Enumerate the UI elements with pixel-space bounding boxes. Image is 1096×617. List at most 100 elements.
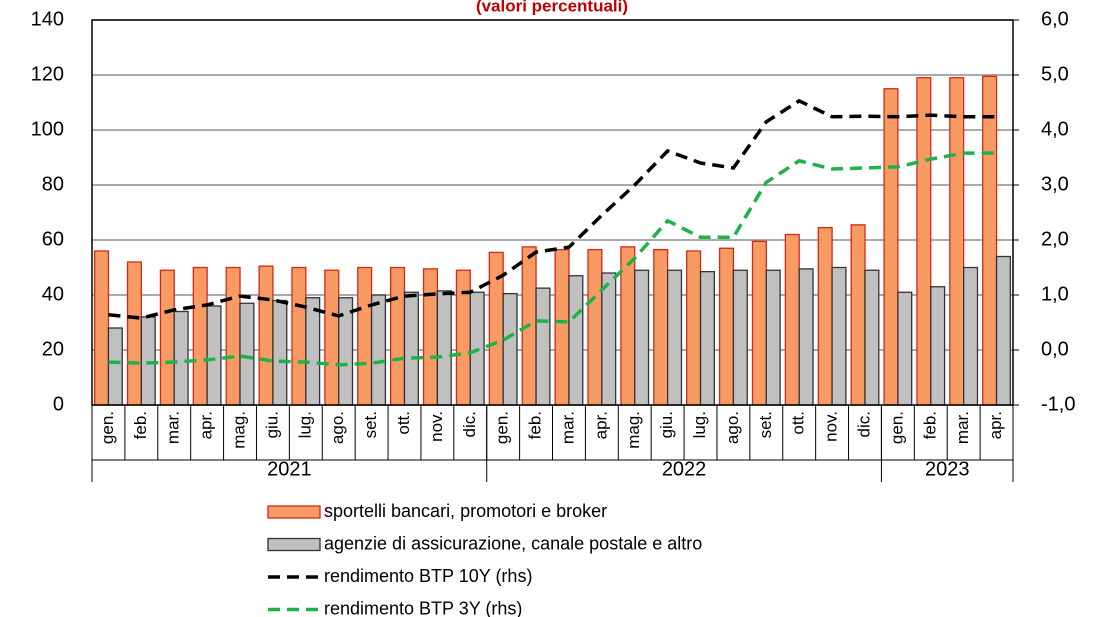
bar bbox=[239, 302, 255, 406]
x-tick-label: nov. bbox=[822, 411, 841, 442]
x-tick-label: mar. bbox=[558, 411, 577, 444]
bar bbox=[403, 291, 419, 406]
y-tick-label: 0 bbox=[53, 393, 64, 415]
year-label: 2021 bbox=[267, 458, 312, 480]
y2-tick-label: 3,0 bbox=[1041, 173, 1069, 195]
chart-title: (valori percentuali) bbox=[476, 0, 628, 15]
bar bbox=[422, 268, 439, 406]
x-tick-label: apr. bbox=[197, 411, 216, 439]
bar bbox=[324, 269, 340, 406]
y2-tick-label: 4,0 bbox=[1041, 118, 1069, 140]
bar bbox=[831, 266, 847, 406]
y-tick-label: 40 bbox=[42, 283, 64, 305]
x-tick-label: feb. bbox=[920, 411, 939, 439]
line bbox=[108, 98, 997, 320]
y-tick-label: 100 bbox=[31, 118, 64, 140]
bar bbox=[272, 299, 288, 406]
x-tick-label: set. bbox=[756, 411, 775, 438]
y-tick-label: 80 bbox=[42, 173, 64, 195]
y2-tick-label: -1,0 bbox=[1041, 393, 1075, 415]
year-label: 2023 bbox=[925, 458, 970, 480]
bar bbox=[601, 272, 617, 406]
bar bbox=[916, 77, 932, 406]
x-tick-label: feb. bbox=[526, 411, 545, 439]
y-tick-label: 140 bbox=[31, 8, 64, 30]
bar bbox=[930, 286, 946, 406]
x-tick-label: lug. bbox=[295, 411, 314, 438]
y2-tick-label: 0,0 bbox=[1041, 338, 1069, 360]
legend-label: sportelli bancari, promotori e broker bbox=[324, 501, 607, 521]
bar bbox=[784, 233, 800, 406]
legend-label: agenzie di assicurazione, canale postale… bbox=[324, 533, 702, 553]
x-tick-label: apr. bbox=[986, 411, 1005, 439]
bar bbox=[686, 250, 702, 406]
x-tick-label: ago. bbox=[328, 411, 347, 444]
bar bbox=[357, 266, 373, 406]
bar bbox=[864, 269, 880, 406]
bar bbox=[653, 248, 669, 406]
y2-tick-label: 1,0 bbox=[1041, 283, 1069, 305]
x-tick-label: mar. bbox=[164, 411, 183, 444]
bar bbox=[587, 248, 603, 406]
year-label: 2022 bbox=[662, 458, 707, 480]
y2-tick-label: 5,0 bbox=[1041, 63, 1069, 85]
bar bbox=[126, 261, 142, 406]
bar bbox=[620, 246, 636, 406]
bar bbox=[93, 250, 110, 406]
bar bbox=[963, 266, 979, 406]
bar bbox=[666, 269, 683, 406]
bar bbox=[634, 269, 650, 406]
x-tick-label: ott. bbox=[394, 411, 413, 435]
x-tick-label: gen. bbox=[493, 411, 512, 444]
x-tick-label: giu. bbox=[657, 411, 676, 438]
bar bbox=[751, 240, 767, 406]
bar bbox=[850, 224, 866, 406]
bar bbox=[568, 275, 584, 406]
x-tick-label: feb. bbox=[131, 411, 150, 439]
y2-tick-label: 6,0 bbox=[1041, 8, 1069, 30]
legend-label: rendimento BTP 3Y (rhs) bbox=[324, 598, 522, 617]
bar bbox=[225, 266, 241, 406]
x-tick-label: giu. bbox=[262, 411, 281, 438]
bar bbox=[173, 310, 189, 406]
y-tick-label: 60 bbox=[42, 228, 64, 250]
x-tick-label: dic. bbox=[854, 411, 873, 437]
bar bbox=[436, 290, 452, 406]
bar bbox=[192, 266, 208, 406]
y2-tick-label: 2,0 bbox=[1041, 228, 1069, 250]
x-tick-label: ott. bbox=[789, 411, 808, 435]
bar bbox=[140, 316, 156, 406]
x-tick-label: nov. bbox=[427, 411, 446, 442]
bar bbox=[949, 77, 965, 406]
bar bbox=[883, 88, 899, 406]
bar bbox=[554, 248, 570, 406]
bar bbox=[455, 269, 471, 406]
x-tick-label: dic. bbox=[460, 411, 479, 437]
x-tick-label: ago. bbox=[723, 411, 742, 444]
bar bbox=[718, 247, 735, 406]
bar bbox=[107, 327, 123, 406]
bar bbox=[390, 266, 406, 406]
bar bbox=[535, 287, 551, 406]
bar bbox=[502, 292, 518, 406]
bar bbox=[765, 269, 781, 406]
y-tick-label: 20 bbox=[42, 338, 64, 360]
x-tick-label: lug. bbox=[690, 411, 709, 438]
bar bbox=[817, 226, 833, 406]
bar bbox=[798, 268, 814, 406]
x-tick-label: set. bbox=[361, 411, 380, 438]
legend-swatch bbox=[267, 505, 321, 519]
bar bbox=[258, 265, 274, 406]
bar bbox=[291, 266, 307, 406]
legend-swatch bbox=[267, 537, 321, 552]
bar bbox=[699, 270, 715, 406]
bar bbox=[305, 297, 321, 406]
bar bbox=[982, 75, 998, 406]
x-tick-label: apr. bbox=[591, 411, 610, 439]
bar bbox=[732, 269, 748, 406]
bar bbox=[206, 305, 222, 406]
y-tick-label: 120 bbox=[31, 63, 64, 85]
legend-label: rendimento BTP 10Y (rhs) bbox=[324, 566, 532, 586]
bar bbox=[159, 269, 175, 406]
bar bbox=[995, 255, 1012, 406]
